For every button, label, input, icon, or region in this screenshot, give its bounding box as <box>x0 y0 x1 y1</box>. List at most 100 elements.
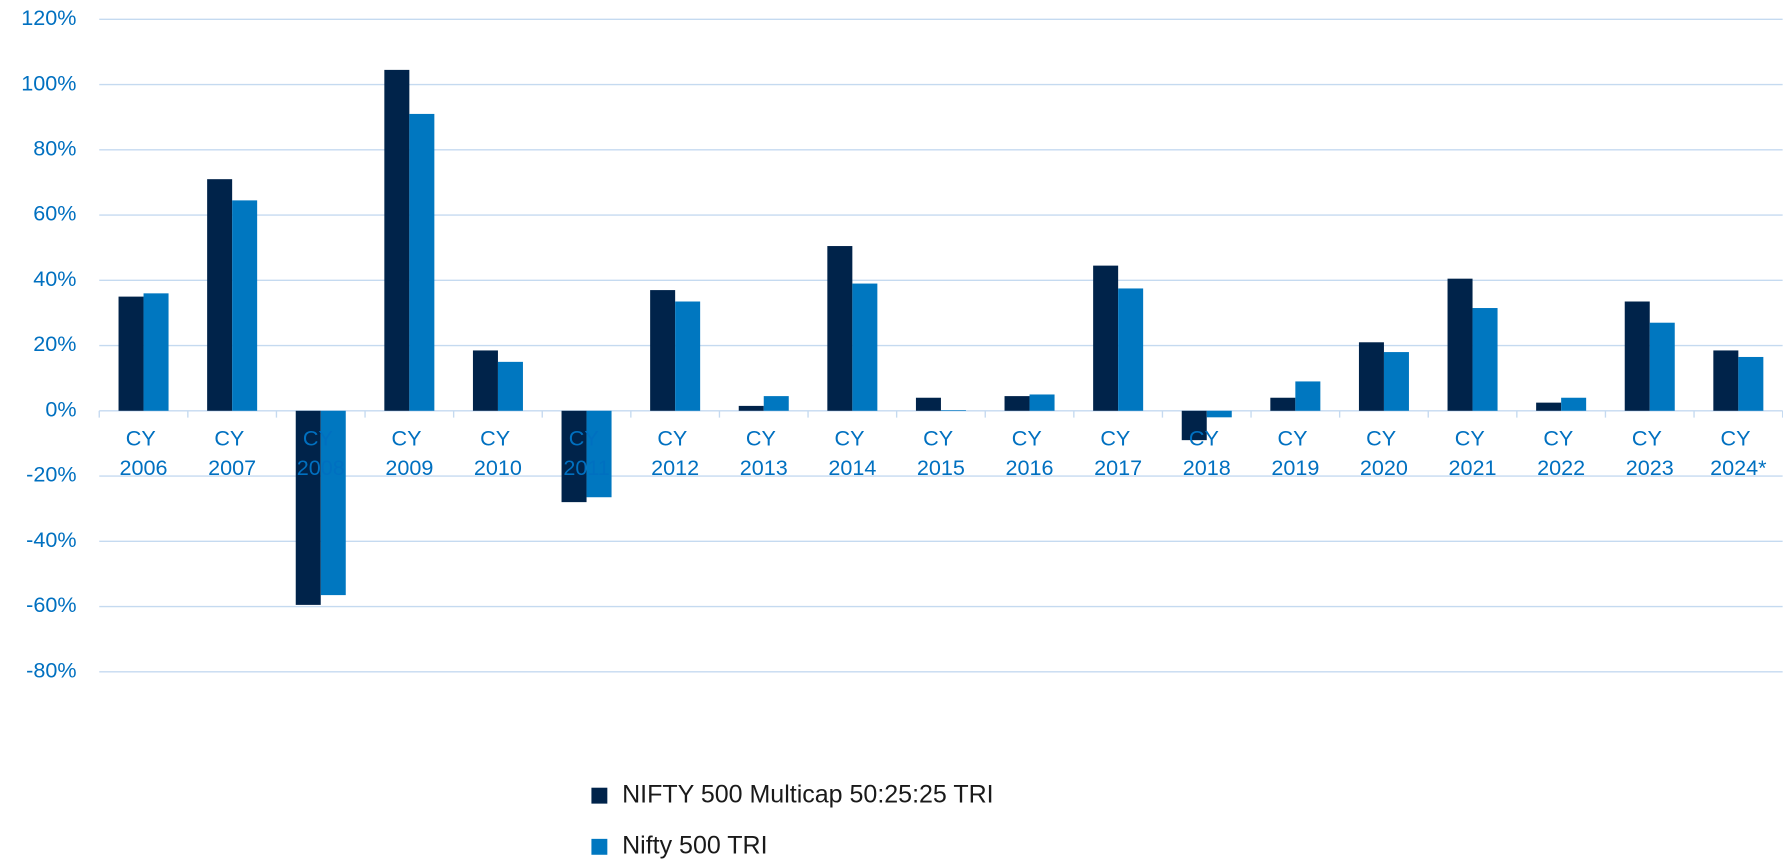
x-tick-line: 2016 <box>1006 455 1054 480</box>
bar <box>1383 352 1409 411</box>
x-tick-label: CY 2022 <box>1537 426 1585 481</box>
bar <box>1358 342 1384 411</box>
x-tick-line: 2019 <box>1271 455 1319 480</box>
x-tick-label: CY 2012 <box>651 426 699 481</box>
x-tick-line: 2006 <box>120 455 168 480</box>
bar <box>940 410 966 411</box>
x-tick-line: CY <box>126 426 162 451</box>
y-tick-label: 80% <box>33 136 76 161</box>
x-tick-line: CY <box>1189 426 1225 451</box>
x-tick-line: CY <box>1721 426 1757 451</box>
x-tick-label: CY 2010 <box>474 426 522 481</box>
y-tick-label: 20% <box>33 331 76 356</box>
x-tick-line: 2007 <box>208 455 256 480</box>
x-tick-label: CY 2013 <box>740 426 788 481</box>
x-tick-line: 2008 <box>297 455 345 480</box>
x-tick-label: CY 2021 <box>1449 426 1497 481</box>
x-tick-label: CY 2011 <box>563 426 609 481</box>
x-tick-label: CY 2019 <box>1271 426 1319 481</box>
x-tick-line: 2021 <box>1449 455 1497 480</box>
x-tick-label: CY 2018 <box>1183 426 1231 481</box>
bar <box>561 410 587 503</box>
x-tick-line: CY <box>923 426 959 451</box>
x-tick-label: CY 2023 <box>1626 426 1674 481</box>
bar <box>472 350 498 411</box>
x-tick-label: CY 2024* <box>1710 426 1767 481</box>
y-tick-label: 60% <box>33 201 76 226</box>
x-tick-line: 2023 <box>1626 455 1674 480</box>
x-tick-line: 2017 <box>1094 455 1142 480</box>
x-tick-label: CY 2017 <box>1094 426 1142 481</box>
x-tick-label: CY 2006 <box>120 426 168 481</box>
bar <box>143 293 169 411</box>
bar <box>1118 288 1144 411</box>
y-tick-label: 0% <box>45 396 76 421</box>
x-tick-line: 2015 <box>917 455 965 480</box>
x-tick-line: CY <box>1543 426 1579 451</box>
bar <box>1270 397 1296 411</box>
legend-label: NIFTY 500 Multicap 50:25:25 TRI <box>622 780 993 808</box>
x-tick-line: 2024* <box>1710 455 1767 480</box>
x-tick-line: 2010 <box>474 455 522 480</box>
bar <box>915 397 941 411</box>
x-tick-line: 2022 <box>1537 455 1585 480</box>
bar <box>295 410 321 605</box>
x-tick-label: CY 2015 <box>917 426 965 481</box>
bar <box>586 410 612 498</box>
x-tick-line: CY <box>657 426 693 451</box>
x-tick-line: 2018 <box>1183 455 1231 480</box>
x-tick-line: CY <box>303 426 339 451</box>
x-tick-line: 2011 <box>563 455 609 480</box>
bar <box>1447 278 1473 411</box>
bar <box>384 69 410 411</box>
x-tick-line: CY <box>480 426 516 451</box>
x-tick-line: 2009 <box>385 455 433 480</box>
bar <box>1561 397 1587 411</box>
x-tick-line: CY <box>1455 426 1491 451</box>
bar <box>675 301 701 411</box>
bar <box>409 113 435 411</box>
x-tick-label: CY 2007 <box>208 426 256 481</box>
bar <box>1649 322 1675 411</box>
legend-swatch <box>591 787 608 804</box>
bar <box>1536 402 1562 411</box>
y-tick-label: -60% <box>26 592 76 617</box>
bar <box>650 290 676 411</box>
y-tick-label: -80% <box>26 657 76 682</box>
bar <box>1713 350 1739 411</box>
x-tick-line: 2014 <box>828 455 876 480</box>
bar <box>852 283 878 411</box>
legend-swatch <box>591 838 608 855</box>
bar <box>207 179 233 411</box>
x-tick-line: CY <box>1278 426 1314 451</box>
bar <box>827 246 853 411</box>
bar <box>320 410 346 596</box>
bar <box>1295 381 1321 411</box>
x-tick-line: CY <box>392 426 428 451</box>
y-tick-label: -20% <box>26 462 76 487</box>
x-tick-label: CY 2008 <box>297 426 345 481</box>
bar <box>1029 394 1055 411</box>
x-tick-line: CY <box>746 426 782 451</box>
x-tick-line: CY <box>1632 426 1668 451</box>
bar <box>1738 356 1764 411</box>
x-tick-line: CY <box>1100 426 1136 451</box>
x-tick-line: CY <box>214 426 250 451</box>
x-tick-label: CY 2020 <box>1360 426 1408 481</box>
bar <box>232 200 258 411</box>
x-tick-line: CY <box>1366 426 1402 451</box>
x-tick-label: CY 2016 <box>1006 426 1054 481</box>
x-tick-label: CY 2014 <box>828 426 876 481</box>
bar <box>1206 410 1232 418</box>
x-tick-line: CY <box>569 426 605 451</box>
x-tick-label: CY 2009 <box>385 426 433 481</box>
x-tick-line: CY <box>1012 426 1048 451</box>
y-tick-label: -40% <box>26 527 76 552</box>
x-tick-line: 2012 <box>651 455 699 480</box>
bar <box>118 296 144 411</box>
y-tick-label: 100% <box>21 70 76 95</box>
bar <box>763 396 789 411</box>
x-tick-line: 2020 <box>1360 455 1408 480</box>
y-tick-label: 120% <box>21 5 76 30</box>
